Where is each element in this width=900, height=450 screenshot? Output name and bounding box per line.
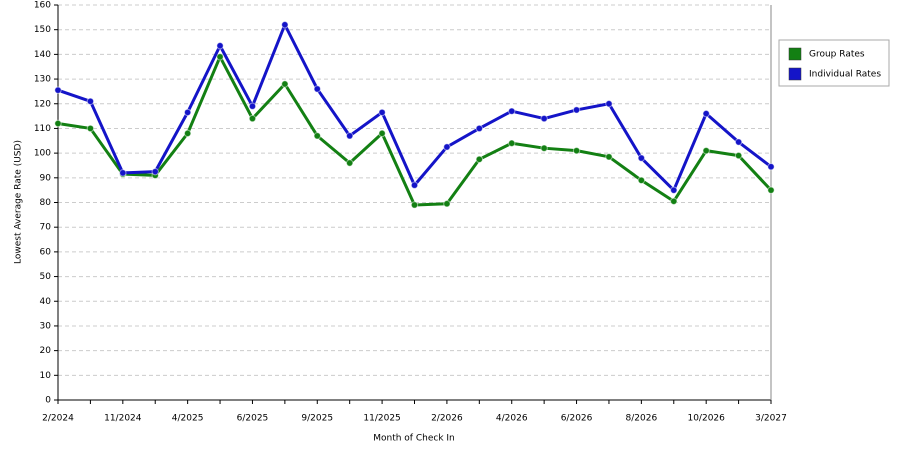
data-point bbox=[702, 146, 710, 155]
y-tick-label: 60 bbox=[40, 247, 52, 257]
y-tick-label: 80 bbox=[40, 198, 52, 208]
data-point bbox=[313, 85, 321, 93]
data-point bbox=[248, 102, 257, 110]
data-point bbox=[443, 200, 451, 208]
data-point bbox=[183, 129, 192, 138]
y-tick-label: 120 bbox=[34, 99, 51, 109]
data-point bbox=[637, 154, 646, 162]
data-point bbox=[410, 181, 419, 189]
y-tick-label: 10 bbox=[40, 371, 52, 381]
legend-swatch bbox=[788, 67, 802, 81]
data-point bbox=[605, 153, 613, 161]
y-tick-label: 110 bbox=[34, 124, 51, 134]
y-tick-label: 150 bbox=[34, 25, 51, 35]
data-point bbox=[410, 201, 419, 209]
x-tick-label: 6/2026 bbox=[561, 414, 593, 424]
data-point bbox=[572, 146, 581, 155]
data-point bbox=[508, 107, 516, 115]
x-tick-label: 6/2025 bbox=[237, 414, 269, 424]
data-point bbox=[86, 124, 95, 133]
y-tick-label: 100 bbox=[34, 149, 51, 159]
data-point bbox=[345, 159, 354, 167]
data-point bbox=[54, 86, 62, 94]
data-point bbox=[508, 139, 516, 147]
data-point bbox=[734, 138, 743, 146]
x-tick-label: 2/2026 bbox=[431, 414, 463, 424]
data-point bbox=[54, 119, 62, 128]
data-point bbox=[183, 108, 192, 117]
data-point bbox=[670, 186, 678, 194]
y-tick-label: 90 bbox=[40, 173, 52, 183]
data-point bbox=[248, 114, 257, 123]
data-point bbox=[475, 124, 484, 133]
data-point bbox=[281, 80, 289, 88]
x-tick-label: 4/2025 bbox=[172, 414, 204, 424]
y-tick-label: 130 bbox=[34, 75, 51, 85]
data-point bbox=[313, 132, 321, 140]
data-point bbox=[767, 186, 775, 194]
data-point bbox=[119, 169, 127, 177]
data-point bbox=[443, 143, 451, 151]
data-point bbox=[216, 42, 224, 50]
y-tick-label: 50 bbox=[40, 272, 52, 282]
y-tick-label: 140 bbox=[34, 50, 51, 60]
x-tick-label: 8/2026 bbox=[626, 414, 658, 424]
data-point bbox=[151, 167, 159, 176]
x-tick-label: 3/2027 bbox=[755, 414, 787, 424]
y-tick-label: 30 bbox=[40, 321, 52, 331]
y-tick-label: 40 bbox=[40, 297, 52, 307]
x-tick-label: 11/2024 bbox=[104, 414, 142, 424]
data-point bbox=[345, 132, 354, 140]
legend-label: Individual Rates bbox=[809, 70, 881, 80]
legend-label: Group Rates bbox=[809, 50, 865, 60]
y-tick-label: 70 bbox=[40, 223, 52, 233]
data-point bbox=[637, 176, 646, 184]
data-point bbox=[540, 144, 548, 152]
data-point bbox=[605, 100, 613, 108]
data-point bbox=[670, 197, 678, 205]
data-point bbox=[86, 97, 95, 105]
legend-swatch bbox=[788, 47, 802, 61]
data-point bbox=[378, 129, 386, 138]
y-tick-label: 160 bbox=[34, 1, 51, 11]
y-tick-label: 0 bbox=[45, 396, 51, 406]
data-point bbox=[281, 21, 289, 29]
x-tick-label: 10/2026 bbox=[687, 414, 725, 424]
data-point bbox=[475, 155, 484, 163]
x-tick-label: 9/2025 bbox=[301, 414, 333, 424]
x-axis-label: Month of Check In bbox=[373, 434, 455, 444]
data-point bbox=[702, 109, 710, 118]
data-point bbox=[378, 108, 386, 117]
y-axis-label: Lowest Average Rate (USD) bbox=[14, 140, 24, 264]
data-point bbox=[572, 106, 581, 114]
x-tick-label: 4/2026 bbox=[496, 414, 528, 424]
x-tick-label: 2/2024 bbox=[42, 414, 74, 424]
x-tick-label: 11/2025 bbox=[363, 414, 400, 424]
data-point bbox=[734, 151, 743, 160]
data-point bbox=[216, 53, 224, 61]
y-tick-label: 20 bbox=[40, 346, 52, 356]
data-point bbox=[540, 114, 548, 123]
data-point bbox=[767, 163, 775, 171]
